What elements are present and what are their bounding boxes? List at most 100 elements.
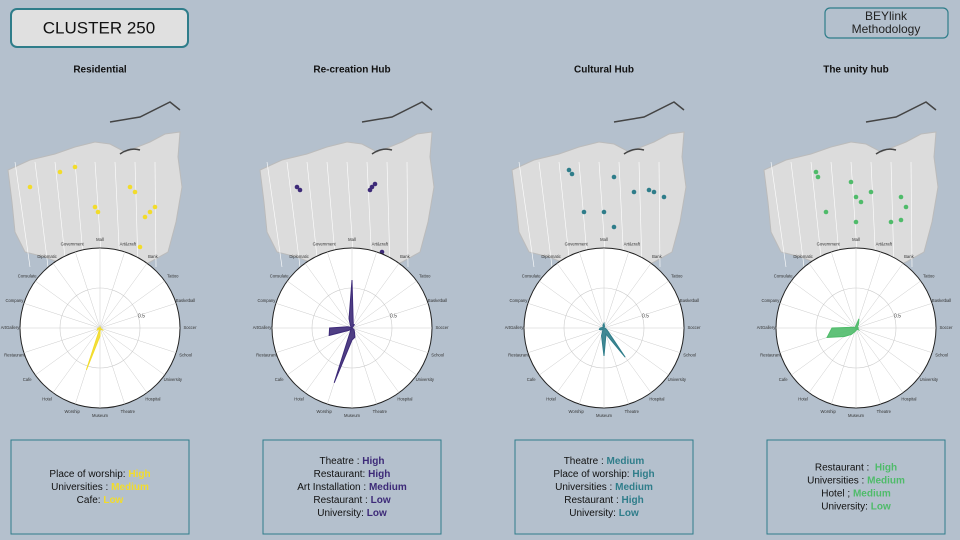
radar-axis-label: Consulate [270, 273, 290, 278]
map-road [810, 161, 823, 268]
radar-axis-label: School [683, 352, 696, 357]
map [763, 101, 939, 291]
map-dot [898, 194, 904, 200]
description-label: Restaurant: [314, 469, 366, 480]
radar-axis-label: Mall [348, 237, 356, 242]
radar-spoke [304, 263, 353, 329]
radar-axis-label: Theatre [877, 409, 892, 414]
radar-axis-label: Art&craft [372, 241, 389, 246]
radar-axis-label: Art&craft [120, 241, 137, 246]
map-land [763, 131, 939, 291]
radar-axis-label: Cafe [275, 377, 285, 382]
radar-spoke [603, 327, 669, 376]
description-line: Cafe: Low [77, 495, 124, 506]
description-label: Theatre : [564, 456, 604, 467]
description-line: Restaurant : Low [313, 495, 390, 506]
map-dot [601, 209, 607, 215]
radar-spoke [287, 280, 353, 329]
radar-spoke [23, 327, 101, 353]
map-road [366, 161, 373, 268]
radar-axis-label: Bank [904, 254, 914, 259]
radar-axis-label: Cafe [527, 377, 537, 382]
slide-title: CLUSTER 250 [43, 18, 155, 37]
map-dot [631, 189, 637, 195]
map-dot [823, 209, 829, 215]
map-dot [848, 179, 854, 185]
radar-axis-label: Hospital [901, 396, 916, 401]
map-dot [127, 184, 133, 190]
radar-spoke [808, 263, 857, 329]
description-line: Restaurant: High [314, 469, 391, 480]
panel-title: Cultural Hub [574, 65, 634, 76]
map-dot [815, 174, 821, 180]
radar-axis-label: Consulate [18, 273, 38, 278]
radar-tick-label: 0.5 [642, 313, 649, 319]
radar-axis-label: Restaurant [508, 352, 529, 357]
panel-title: Residential [73, 65, 127, 76]
radar-axis-label: Consulate [522, 273, 542, 278]
description-label: Restaurant : [564, 495, 618, 506]
radar-spoke [855, 327, 933, 353]
radar-axis-label: Cafe [23, 377, 33, 382]
description-label: University: [821, 501, 868, 512]
radar-spoke [603, 280, 669, 329]
map-dot [27, 184, 33, 190]
radar-axis-label: Restaurant [4, 352, 25, 357]
radar-axis-label: Worship [317, 409, 333, 414]
radar-spoke [603, 263, 652, 329]
map-dot [581, 209, 587, 215]
map-road [558, 161, 571, 268]
map-dot [853, 219, 859, 225]
radar-axis-label: Museum [596, 413, 613, 418]
description-line: Universities : Medium [51, 482, 149, 493]
map-dot [137, 244, 143, 250]
radar-spoke [327, 251, 353, 329]
radar-spoke [808, 327, 857, 393]
description-line: Restaurant : High [564, 495, 643, 506]
radar-axis-label: Art&craft [876, 241, 893, 246]
radar-spoke [855, 303, 933, 329]
panel-title: Re-creation Hub [313, 65, 390, 76]
radar-axis-label: Museum [344, 413, 361, 418]
radar-axis-label: Worship [65, 409, 81, 414]
radar-axis-label: Company [257, 298, 276, 303]
radar-axis-label: Hospital [649, 396, 664, 401]
radar-spoke [351, 251, 377, 329]
map-land [7, 131, 183, 291]
radar-axis-label: Diplomatic [289, 254, 309, 259]
map-dot [868, 189, 874, 195]
radar-spoke [99, 327, 165, 376]
map-road [114, 161, 121, 268]
radar-spoke [527, 303, 605, 329]
map-road [770, 161, 787, 268]
description-level: Medium [111, 482, 149, 493]
radar-axis-label: Government [817, 241, 841, 246]
map-road [910, 161, 913, 268]
radar-axis-label: Soccer [687, 325, 701, 330]
radar-spoke [579, 251, 605, 329]
description-level: Medium [607, 456, 645, 467]
description-level: Medium [867, 475, 905, 486]
map-dot [813, 169, 819, 175]
map-dot [57, 169, 63, 175]
description-label: University: [317, 508, 364, 519]
methodology-button[interactable] [824, 7, 949, 39]
methodology-button-label[interactable]: BEYlink Methodology [852, 9, 921, 36]
radar-spoke [779, 303, 857, 329]
map-dot [92, 204, 98, 210]
description-level: Low [103, 495, 123, 506]
radar-axis-label: ArtGallery [253, 325, 273, 330]
radar-axis-label: Basketball [680, 298, 699, 303]
map-coast [361, 101, 433, 155]
map-dot [888, 219, 894, 225]
description-line: Theatre : High [319, 456, 384, 467]
title-box [10, 8, 189, 48]
description-level: High [128, 469, 150, 480]
radar-axis-label: University [668, 377, 687, 382]
panel-title: The unity hub [823, 65, 889, 76]
radar-axis-label: Diplomatic [37, 254, 57, 259]
description-level: High [632, 469, 654, 480]
description-level: Low [619, 508, 639, 519]
radar-spoke [556, 327, 605, 393]
radar-axis-label: Worship [569, 409, 585, 414]
